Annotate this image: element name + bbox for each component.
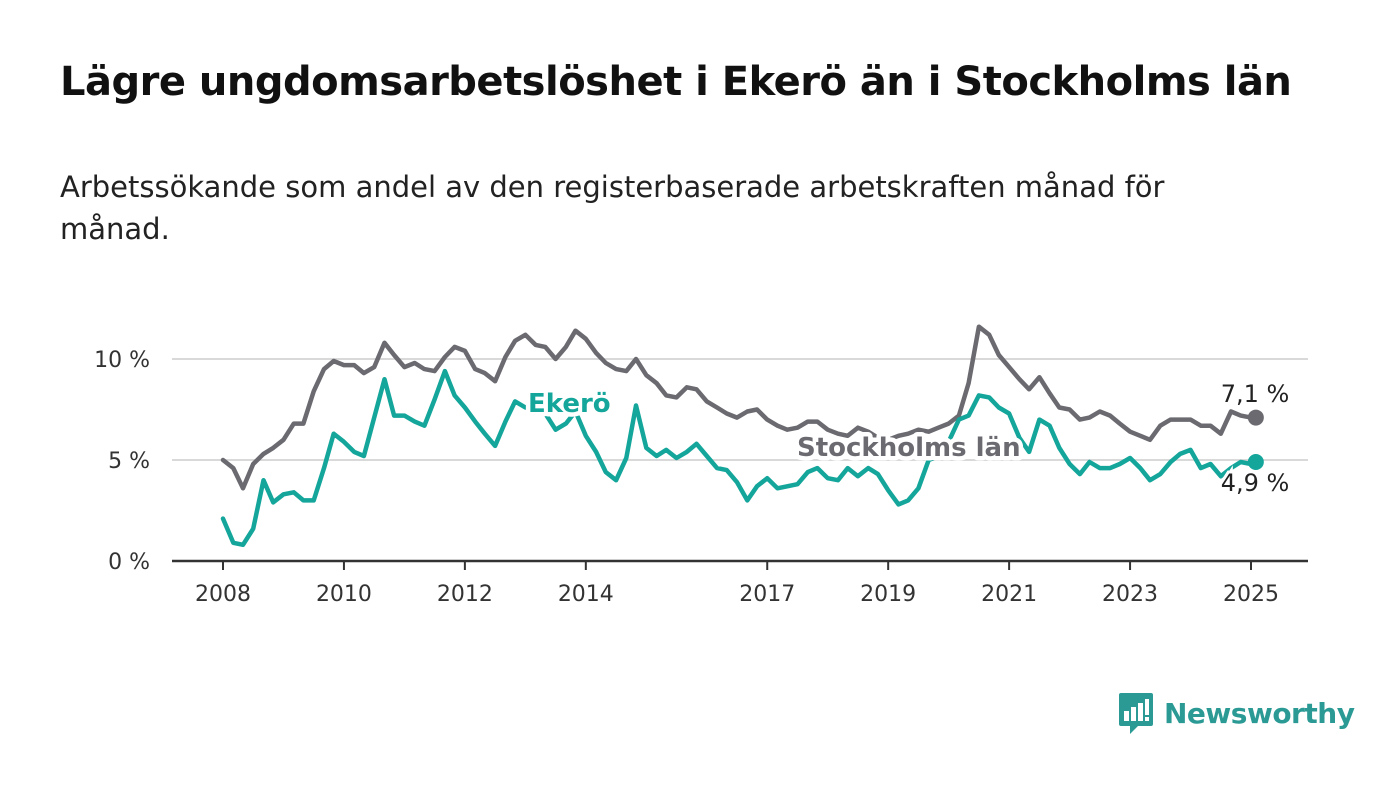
- y-tick-label: 5 %: [108, 449, 150, 474]
- series-line-stockholms-lan: [220, 324, 1259, 491]
- series-lines: [220, 324, 1264, 548]
- x-tick-label: 2012: [437, 582, 493, 607]
- bar-chart-logo-icon: [1119, 693, 1153, 734]
- brand-name: Newsworthy: [1164, 696, 1355, 730]
- series-label-ekero: Ekerö: [528, 389, 611, 419]
- series-label-stockholms-lan: Stockholms län: [797, 433, 1021, 463]
- x-tick-label: 2021: [981, 582, 1037, 607]
- series-line-ekero: [220, 368, 1259, 548]
- x-tick-label: 2014: [558, 582, 614, 607]
- x-tick-label: 2017: [739, 582, 795, 607]
- x-tick-label: 2008: [195, 582, 251, 607]
- end-value-label-stockholms-lan: 7,1 %: [1221, 380, 1290, 408]
- newsworthy-logo: Newsworthy: [1118, 690, 1355, 736]
- y-tick-label: 0 %: [108, 550, 150, 575]
- y-tick-label: 10 %: [94, 348, 150, 373]
- x-tick-label: 2025: [1223, 582, 1279, 607]
- series-end-point: [1247, 409, 1264, 426]
- chart-title: Lägre ungdomsarbetslöshet i Ekerö än i S…: [60, 59, 1292, 105]
- series-end-point: [1247, 454, 1264, 471]
- end-value-label-ekero: 4,9 %: [1221, 469, 1290, 497]
- x-axis-ticks: 2008 2010 2012 2014 2017 2019 2021 2023 2025: [195, 561, 1279, 607]
- x-tick-label: 2019: [860, 582, 916, 607]
- chart-subtitle: Arbetssökande som andel av den registerb…: [60, 170, 1165, 246]
- series-labels: Ekerö Stockholms län 7,1 % 4,9 %: [524, 377, 1293, 500]
- x-tick-label: 2023: [1102, 582, 1158, 607]
- y-axis-ticks: 0 % 5 % 10 %: [94, 348, 150, 575]
- x-tick-label: 2010: [316, 582, 372, 607]
- grid-lines: [172, 358, 1308, 563]
